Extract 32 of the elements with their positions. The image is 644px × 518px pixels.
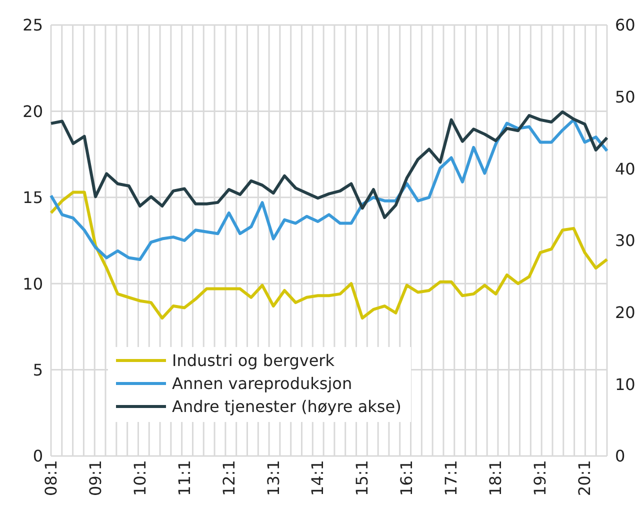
x-tick-label: 20:1	[575, 460, 594, 496]
x-tick-label: 12:1	[219, 460, 238, 496]
x-tick-label: 11:1	[174, 460, 194, 496]
y-tick-label: 25	[22, 16, 43, 35]
y-tick-label: 15	[22, 188, 43, 208]
x-tick-label: 10:1	[130, 460, 150, 496]
y-tick-label: 0	[32, 446, 43, 466]
y-tick-label: 20	[22, 102, 43, 121]
y2-tick-label: 40	[615, 159, 636, 178]
x-tick-label: 09:1	[86, 460, 105, 496]
line-series	[50, 190, 608, 320]
y2-tick-label: 50	[615, 88, 636, 107]
line-series	[50, 110, 608, 220]
y2-tick-label: 60	[615, 16, 636, 35]
line-series	[50, 118, 608, 261]
x-tick-label: 13:1	[264, 460, 283, 496]
x-tick-label: 08:1	[41, 460, 60, 496]
legend-label: Annen vareproduksjon	[172, 373, 352, 395]
y-tick-label: 5	[32, 360, 43, 380]
x-tick-label: 16:1	[397, 460, 416, 496]
y2-tick-label: 20	[615, 303, 636, 322]
x-tick-label: 18:1	[486, 460, 506, 496]
y2-tick-label: 10	[615, 374, 636, 394]
x-tick-label: 17:1	[442, 460, 461, 496]
x-tick-label: 15:1	[352, 460, 372, 496]
x-tick-label: 14:1	[308, 460, 328, 496]
y2-tick-label: 30	[615, 231, 636, 250]
x-tick-label: 19:1	[530, 460, 550, 496]
legend-label: Andre tjenester (høyre akse)	[172, 396, 402, 418]
legend-label: Industri og bergverk	[172, 350, 335, 372]
y2-tick-label: 0	[615, 446, 626, 466]
y-tick-label: 10	[22, 274, 43, 294]
